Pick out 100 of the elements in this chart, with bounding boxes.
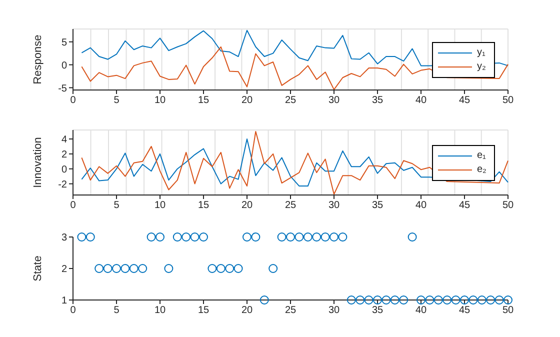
point [225, 264, 234, 273]
x-tick-label: 30 [328, 305, 340, 316]
line-series [81, 46, 508, 90]
y-tick-label: 2 [61, 149, 68, 160]
point [486, 296, 496, 304]
point [190, 232, 200, 242]
point [286, 232, 295, 242]
point [399, 296, 408, 304]
point [103, 264, 112, 273]
point [86, 232, 95, 242]
point [251, 232, 260, 242]
point [234, 264, 243, 273]
line-series [81, 138, 508, 187]
point [338, 232, 348, 242]
point [425, 296, 434, 304]
x-tick-label: 15 [198, 95, 210, 106]
point [260, 296, 269, 304]
point [477, 296, 486, 304]
x-tick-label: 20 [241, 200, 253, 212]
x-tick-label: 15 [198, 305, 210, 316]
point [156, 232, 164, 242]
x-tick-label: 45 [458, 305, 470, 316]
legend-label: y₂ [477, 61, 486, 72]
x-tick-label: 0 [70, 305, 76, 316]
x-tick-label: 5 [114, 200, 120, 212]
point [442, 296, 452, 304]
x-tick-label: 50 [502, 200, 514, 212]
x-tick-label: 20 [241, 95, 253, 106]
point [77, 232, 86, 242]
point [373, 296, 382, 304]
x-tick-label: 40 [415, 95, 427, 106]
point [120, 264, 130, 273]
y-tick-label: 2 [61, 264, 68, 276]
x-tick-label: 50 [502, 95, 514, 106]
point [138, 264, 148, 273]
point [208, 264, 217, 273]
y-tick-label: -2 [58, 179, 68, 190]
point [294, 232, 304, 242]
x-tick-label: 25 [284, 305, 296, 316]
point [504, 296, 512, 304]
x-tick-label: 10 [154, 95, 166, 106]
x-tick-label: 10 [154, 200, 166, 212]
point [494, 296, 504, 304]
point [182, 232, 191, 242]
point [129, 264, 138, 273]
x-tick-label: 40 [415, 305, 427, 316]
x-tick-label: 20 [241, 305, 253, 316]
y-tick-label: 1 [61, 296, 68, 307]
point [242, 232, 252, 242]
point [346, 296, 356, 304]
point [268, 264, 278, 273]
y-tick-label: 5 [61, 37, 68, 48]
x-tick-label: 0 [70, 200, 76, 212]
x-tick-label: 30 [328, 200, 340, 212]
point [216, 264, 226, 273]
x-tick-label: 50 [502, 305, 514, 316]
point [468, 296, 478, 304]
x-tick-label: 45 [458, 95, 470, 106]
point [146, 232, 156, 242]
x-tick-label: 5 [114, 95, 120, 106]
point [94, 264, 104, 273]
point [416, 296, 426, 304]
x-tick-label: 25 [284, 95, 296, 106]
y-axis-title: Response [32, 34, 44, 84]
x-tick-label: 5 [114, 305, 120, 316]
point [164, 264, 174, 273]
y-tick-label: 0 [61, 164, 68, 176]
x-tick-label: 35 [372, 305, 384, 316]
y-tick-label: 4 [61, 134, 68, 146]
x-tick-label: 40 [415, 200, 427, 212]
point [408, 232, 417, 242]
x-tick-label: 15 [198, 200, 210, 212]
legend-label: y₁ [477, 47, 486, 58]
legend-label: e₁ [477, 150, 486, 161]
y-tick-label: -5 [58, 83, 68, 94]
point [330, 232, 338, 242]
x-tick-label: 0 [70, 95, 76, 106]
point [112, 264, 121, 273]
y-axis-title: State [32, 256, 44, 282]
point [390, 296, 400, 304]
legend-label: e₂ [477, 164, 486, 175]
y-tick-label: 0 [61, 60, 68, 72]
point [451, 296, 460, 304]
point [303, 232, 312, 242]
x-tick-label: 45 [458, 200, 470, 212]
point [460, 296, 469, 304]
point [312, 232, 322, 242]
point [320, 232, 330, 242]
x-tick-label: 35 [372, 200, 384, 212]
point [356, 296, 365, 304]
line-series [81, 130, 508, 195]
point [172, 232, 182, 242]
point [364, 296, 374, 304]
x-tick-label: 10 [154, 305, 166, 316]
point [277, 232, 286, 242]
point [434, 296, 443, 304]
point [199, 232, 208, 242]
x-tick-label: 35 [372, 95, 384, 106]
y-tick-label: 3 [61, 232, 68, 244]
x-tick-label: 25 [284, 200, 296, 212]
